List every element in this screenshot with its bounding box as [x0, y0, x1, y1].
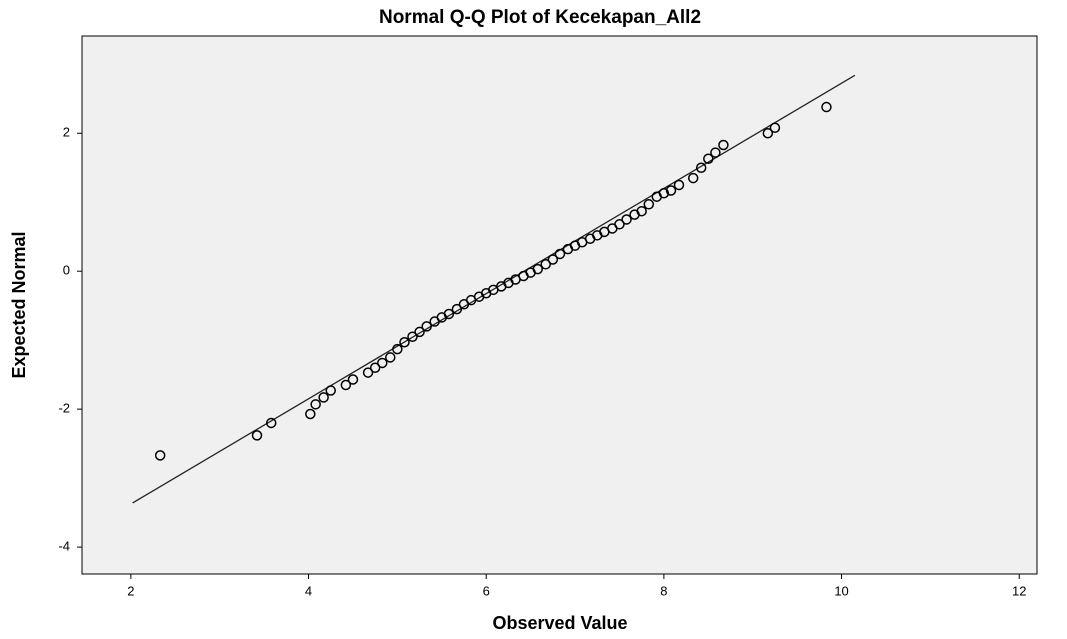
point — [718, 139, 729, 151]
point — [554, 248, 566, 260]
y-tick-label: 2 — [63, 125, 70, 140]
point — [687, 172, 699, 184]
x-axis-label: Observed Value — [492, 613, 627, 633]
x-tick-label: 4 — [305, 583, 312, 598]
y-tick-label: -4 — [58, 539, 70, 554]
point — [414, 326, 425, 338]
point — [621, 214, 632, 225]
point — [347, 374, 359, 385]
plot-area — [81, 35, 1038, 575]
point — [762, 128, 774, 139]
point — [154, 450, 166, 461]
point — [340, 379, 352, 391]
point — [532, 263, 543, 275]
point — [614, 219, 625, 230]
point — [665, 185, 677, 196]
y-axis-label: Expected Normal — [9, 231, 29, 378]
x-tick-label: 12 — [1012, 583, 1026, 598]
point — [305, 408, 316, 420]
point — [369, 362, 381, 374]
point — [695, 162, 707, 173]
point — [443, 308, 455, 320]
point — [251, 430, 263, 441]
point — [636, 205, 647, 217]
point — [673, 179, 685, 191]
point — [392, 343, 403, 355]
reference-line — [132, 74, 856, 504]
point — [407, 331, 418, 342]
x-tick-label: 10 — [834, 583, 848, 598]
point — [540, 259, 551, 270]
x-tick-label: 6 — [483, 583, 490, 598]
point — [318, 392, 329, 403]
point — [710, 147, 721, 158]
point — [703, 153, 714, 165]
point — [451, 303, 463, 315]
point — [643, 199, 655, 210]
point — [265, 417, 277, 429]
point — [399, 336, 410, 348]
point — [362, 367, 374, 378]
point — [658, 188, 670, 199]
point — [325, 385, 336, 396]
x-tick-label: 2 — [127, 583, 134, 598]
point — [310, 399, 321, 410]
y-tick-label: -2 — [58, 401, 70, 416]
y-tick-label: 0 — [63, 263, 70, 278]
point — [421, 321, 432, 332]
x-tick-label: 8 — [660, 583, 667, 598]
point — [385, 352, 396, 363]
point — [769, 122, 781, 133]
point — [377, 357, 388, 369]
point — [547, 254, 559, 265]
chart-title: Normal Q-Q Plot of Kecekapan_All2 — [379, 7, 701, 28]
point — [821, 101, 832, 113]
